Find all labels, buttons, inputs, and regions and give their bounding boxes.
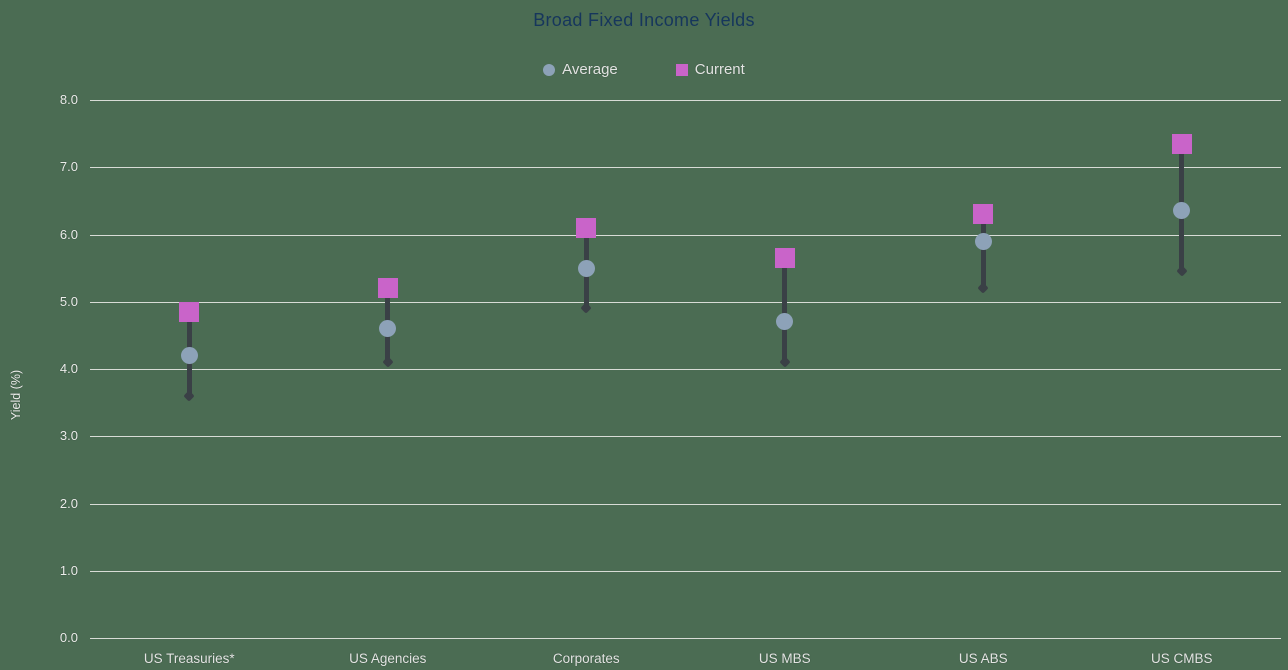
y-tick-label: 6.0 bbox=[59, 226, 78, 242]
average-marker bbox=[379, 320, 397, 338]
range-low-diamond bbox=[977, 282, 989, 294]
y-tick-label: 5.0 bbox=[59, 293, 78, 309]
y-tick-label: 0.0 bbox=[59, 630, 78, 645]
gridline bbox=[90, 638, 1281, 639]
current-marker bbox=[179, 301, 200, 322]
x-axis-label: US MBS bbox=[758, 651, 811, 666]
chart-legend: Average Current bbox=[0, 61, 1288, 78]
gridline bbox=[90, 100, 1281, 101]
range-low-diamond bbox=[382, 356, 394, 368]
average-marker bbox=[1173, 202, 1191, 220]
range-line bbox=[980, 214, 986, 289]
average-marker bbox=[577, 259, 595, 277]
current-marker bbox=[576, 217, 597, 238]
range-low-diamond bbox=[779, 356, 791, 368]
y-tick-label: 1.0 bbox=[59, 562, 78, 578]
y-tick-label: 3.0 bbox=[59, 428, 78, 444]
legend-label-average: Average bbox=[562, 61, 618, 78]
legend-label-current: Current bbox=[694, 61, 745, 78]
x-axis-label: US ABS bbox=[958, 651, 1008, 666]
gridline bbox=[90, 436, 1281, 438]
y-tick-label: 4.0 bbox=[59, 361, 78, 376]
x-axis-label: US CMBS bbox=[1150, 651, 1213, 666]
y-tick-label: 7.0 bbox=[59, 159, 78, 175]
current-marker bbox=[377, 278, 398, 299]
average-marker bbox=[180, 347, 198, 365]
current-square-icon bbox=[675, 63, 688, 76]
average-marker bbox=[776, 313, 794, 331]
legend-item-average: Average bbox=[543, 61, 618, 78]
x-axis-label: Corporates bbox=[552, 651, 620, 666]
y-tick-label: 8.0 bbox=[59, 92, 78, 107]
gridline bbox=[90, 570, 1281, 572]
legend-item-current: Current bbox=[675, 61, 745, 78]
current-marker bbox=[973, 204, 994, 225]
current-marker bbox=[1171, 133, 1192, 154]
gridline bbox=[90, 369, 1281, 370]
gridline bbox=[90, 234, 1281, 236]
range-low-diamond bbox=[1176, 265, 1188, 278]
average-marker bbox=[974, 232, 992, 250]
gridline bbox=[90, 503, 1281, 505]
range-low-diamond bbox=[183, 390, 195, 402]
x-axis-label: US Agencies bbox=[349, 651, 427, 666]
x-axis-label: US Treasuries* bbox=[143, 651, 235, 666]
gridline bbox=[90, 301, 1281, 303]
current-marker bbox=[774, 248, 795, 269]
range-low-diamond bbox=[580, 302, 592, 315]
gridline bbox=[90, 167, 1281, 169]
average-circle-icon bbox=[543, 63, 556, 76]
chart-title: Broad Fixed Income Yields bbox=[533, 10, 755, 30]
range-line bbox=[782, 258, 788, 363]
y-tick-label: 2.0 bbox=[59, 495, 78, 511]
